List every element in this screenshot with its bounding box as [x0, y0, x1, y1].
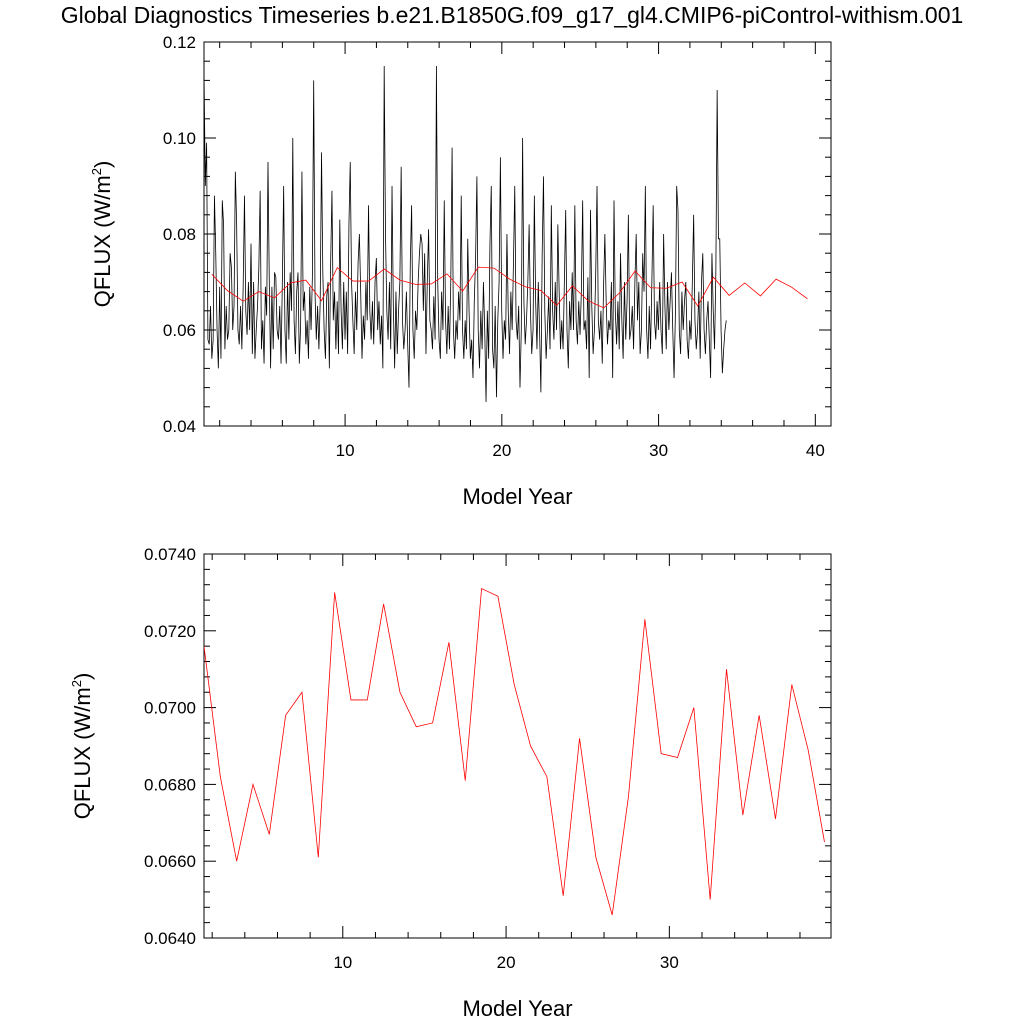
panel-1: 10 20 30 40 0.04 0.06 0.08 0.10 0.12 Model Year QF…: [89, 33, 832, 509]
x-axis-title: Model Year: [462, 996, 572, 1021]
x-tick-label: 30: [649, 441, 668, 460]
y-tick-label: 0.0720: [144, 622, 196, 641]
series-line-annual-mean: [211, 266, 808, 309]
x-tick-label: 10: [336, 441, 355, 460]
plot-frame: [203, 41, 832, 427]
y-tick-label: 0.0740: [144, 545, 196, 564]
y-axis-title-main: QFLUX (W/m: [90, 175, 115, 307]
x-axis-title: Model Year: [462, 484, 572, 509]
y-axis-title: QFLUX (W/m2): [89, 161, 115, 308]
series-line-monthly: [204, 65, 727, 403]
y-tick-label: 0.0700: [144, 699, 196, 718]
series-line-annual-mean: [204, 587, 825, 916]
y-tick-label: 0.10: [163, 129, 196, 148]
y-tick-label: 0.0680: [144, 775, 196, 794]
x-tick-label: 40: [806, 441, 825, 460]
y-tick-label: 0.12: [163, 33, 196, 52]
y-axis-title-tail: ): [70, 673, 95, 680]
y-axis-title: QFLUX (W/m2): [69, 673, 95, 820]
y-tick-label: 0.08: [163, 225, 196, 244]
x-tick-label: 30: [660, 953, 679, 972]
y-axis-title-tail: ): [90, 161, 115, 168]
x-tick-label: 20: [497, 953, 516, 972]
x-tick-label: 20: [492, 441, 511, 460]
y-axis-title-superscript: 2: [89, 168, 104, 175]
figure-title: Global Diagnostics Timeseries b.e21.B185…: [60, 2, 964, 28]
x-tick-label: 10: [333, 953, 352, 972]
y-tick-label: 0.0640: [144, 929, 196, 948]
y-tick-label: 0.0660: [144, 852, 196, 871]
y-tick-label: 0.06: [163, 321, 196, 340]
plot-frame: [203, 553, 832, 939]
y-axis-title-main: QFLUX (W/m: [70, 687, 95, 819]
y-axis-title-superscript: 2: [69, 680, 84, 687]
panel-2: 10 20 30 0.0640 0.0660 0.0680 0.0700 0.0720 0.07…: [69, 545, 832, 1021]
y-tick-label: 0.04: [163, 417, 196, 436]
